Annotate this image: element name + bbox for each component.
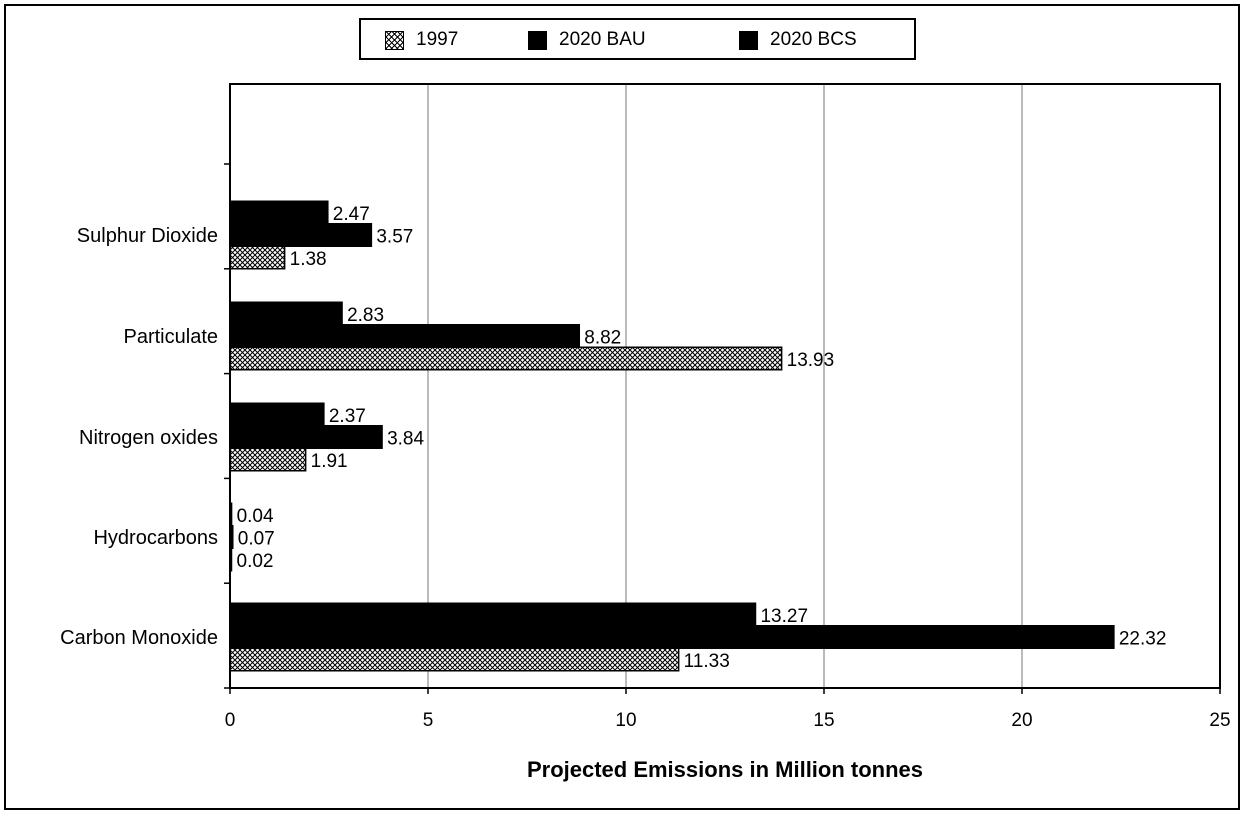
legend-item-2020-bau: 2020 BAU [528, 29, 646, 51]
data-label: 8.82 [584, 327, 621, 348]
x-tick-label: 0 [225, 710, 236, 731]
data-label: 1.38 [290, 249, 327, 270]
bar [229, 245, 286, 270]
chart-frame [4, 4, 1240, 810]
x-tick-label: 20 [1011, 710, 1032, 731]
legend-item-1997: 1997 [385, 29, 458, 51]
x-tick-label: 5 [423, 710, 434, 731]
data-label: 0.07 [238, 528, 275, 549]
data-label: 0.02 [237, 551, 274, 572]
bar [229, 346, 783, 371]
data-label: 0.04 [237, 506, 274, 527]
x-axis-title: Projected Emissions in Million tonnes [526, 757, 924, 782]
legend-swatch-solid [528, 30, 547, 50]
category-label: Hydrocarbons [93, 527, 218, 549]
data-label: 13.27 [760, 606, 808, 627]
x-tick-label: 10 [615, 710, 636, 731]
bar [229, 223, 373, 247]
legend-label: 2020 BAU [559, 29, 646, 50]
plot-area-border [229, 83, 1221, 689]
axes: 0 5 10 15 20 25 Sulphur Dioxide Particulate Nitr… [60, 83, 1231, 731]
data-label: 11.33 [684, 651, 730, 672]
data-label: 3.84 [387, 428, 424, 449]
data-labels: 1.38 13.93 1.91 0.02 11.33 3.57 8.82 3.84 0.07 22… [237, 204, 1167, 672]
category-label: Carbon Monoxide [60, 627, 218, 649]
data-label: 22.32 [1119, 628, 1167, 649]
category-label: Sulphur Dioxide [77, 225, 218, 247]
x-tick-label: 25 [1209, 710, 1230, 731]
legend: 1997 2020 BAU 2020 BCS [359, 18, 916, 60]
legend-swatch-hatch [385, 30, 404, 50]
gridlines [427, 84, 1023, 688]
bar [229, 324, 581, 348]
bars [229, 200, 1115, 672]
category-label: Nitrogen oxides [79, 427, 218, 449]
bar [229, 425, 383, 449]
legend-label: 2020 BCS [770, 29, 857, 50]
bar [229, 402, 325, 427]
x-tick-label: 15 [813, 710, 834, 731]
bar [229, 200, 329, 225]
bar [229, 625, 1115, 649]
bar [229, 447, 307, 472]
bar [229, 602, 757, 627]
data-label: 3.57 [376, 226, 413, 247]
bar [229, 301, 343, 326]
data-label: 1.91 [311, 451, 348, 472]
data-label: 2.83 [347, 305, 384, 326]
legend-item-2020-bcs: 2020 BCS [739, 29, 857, 51]
data-label: 13.93 [787, 350, 835, 371]
category-label: Particulate [124, 326, 219, 348]
bar [229, 647, 680, 672]
data-label: 2.47 [333, 204, 370, 225]
data-label: 2.37 [329, 406, 366, 427]
legend-label: 1997 [416, 29, 459, 50]
legend-swatch-solid [739, 30, 758, 50]
